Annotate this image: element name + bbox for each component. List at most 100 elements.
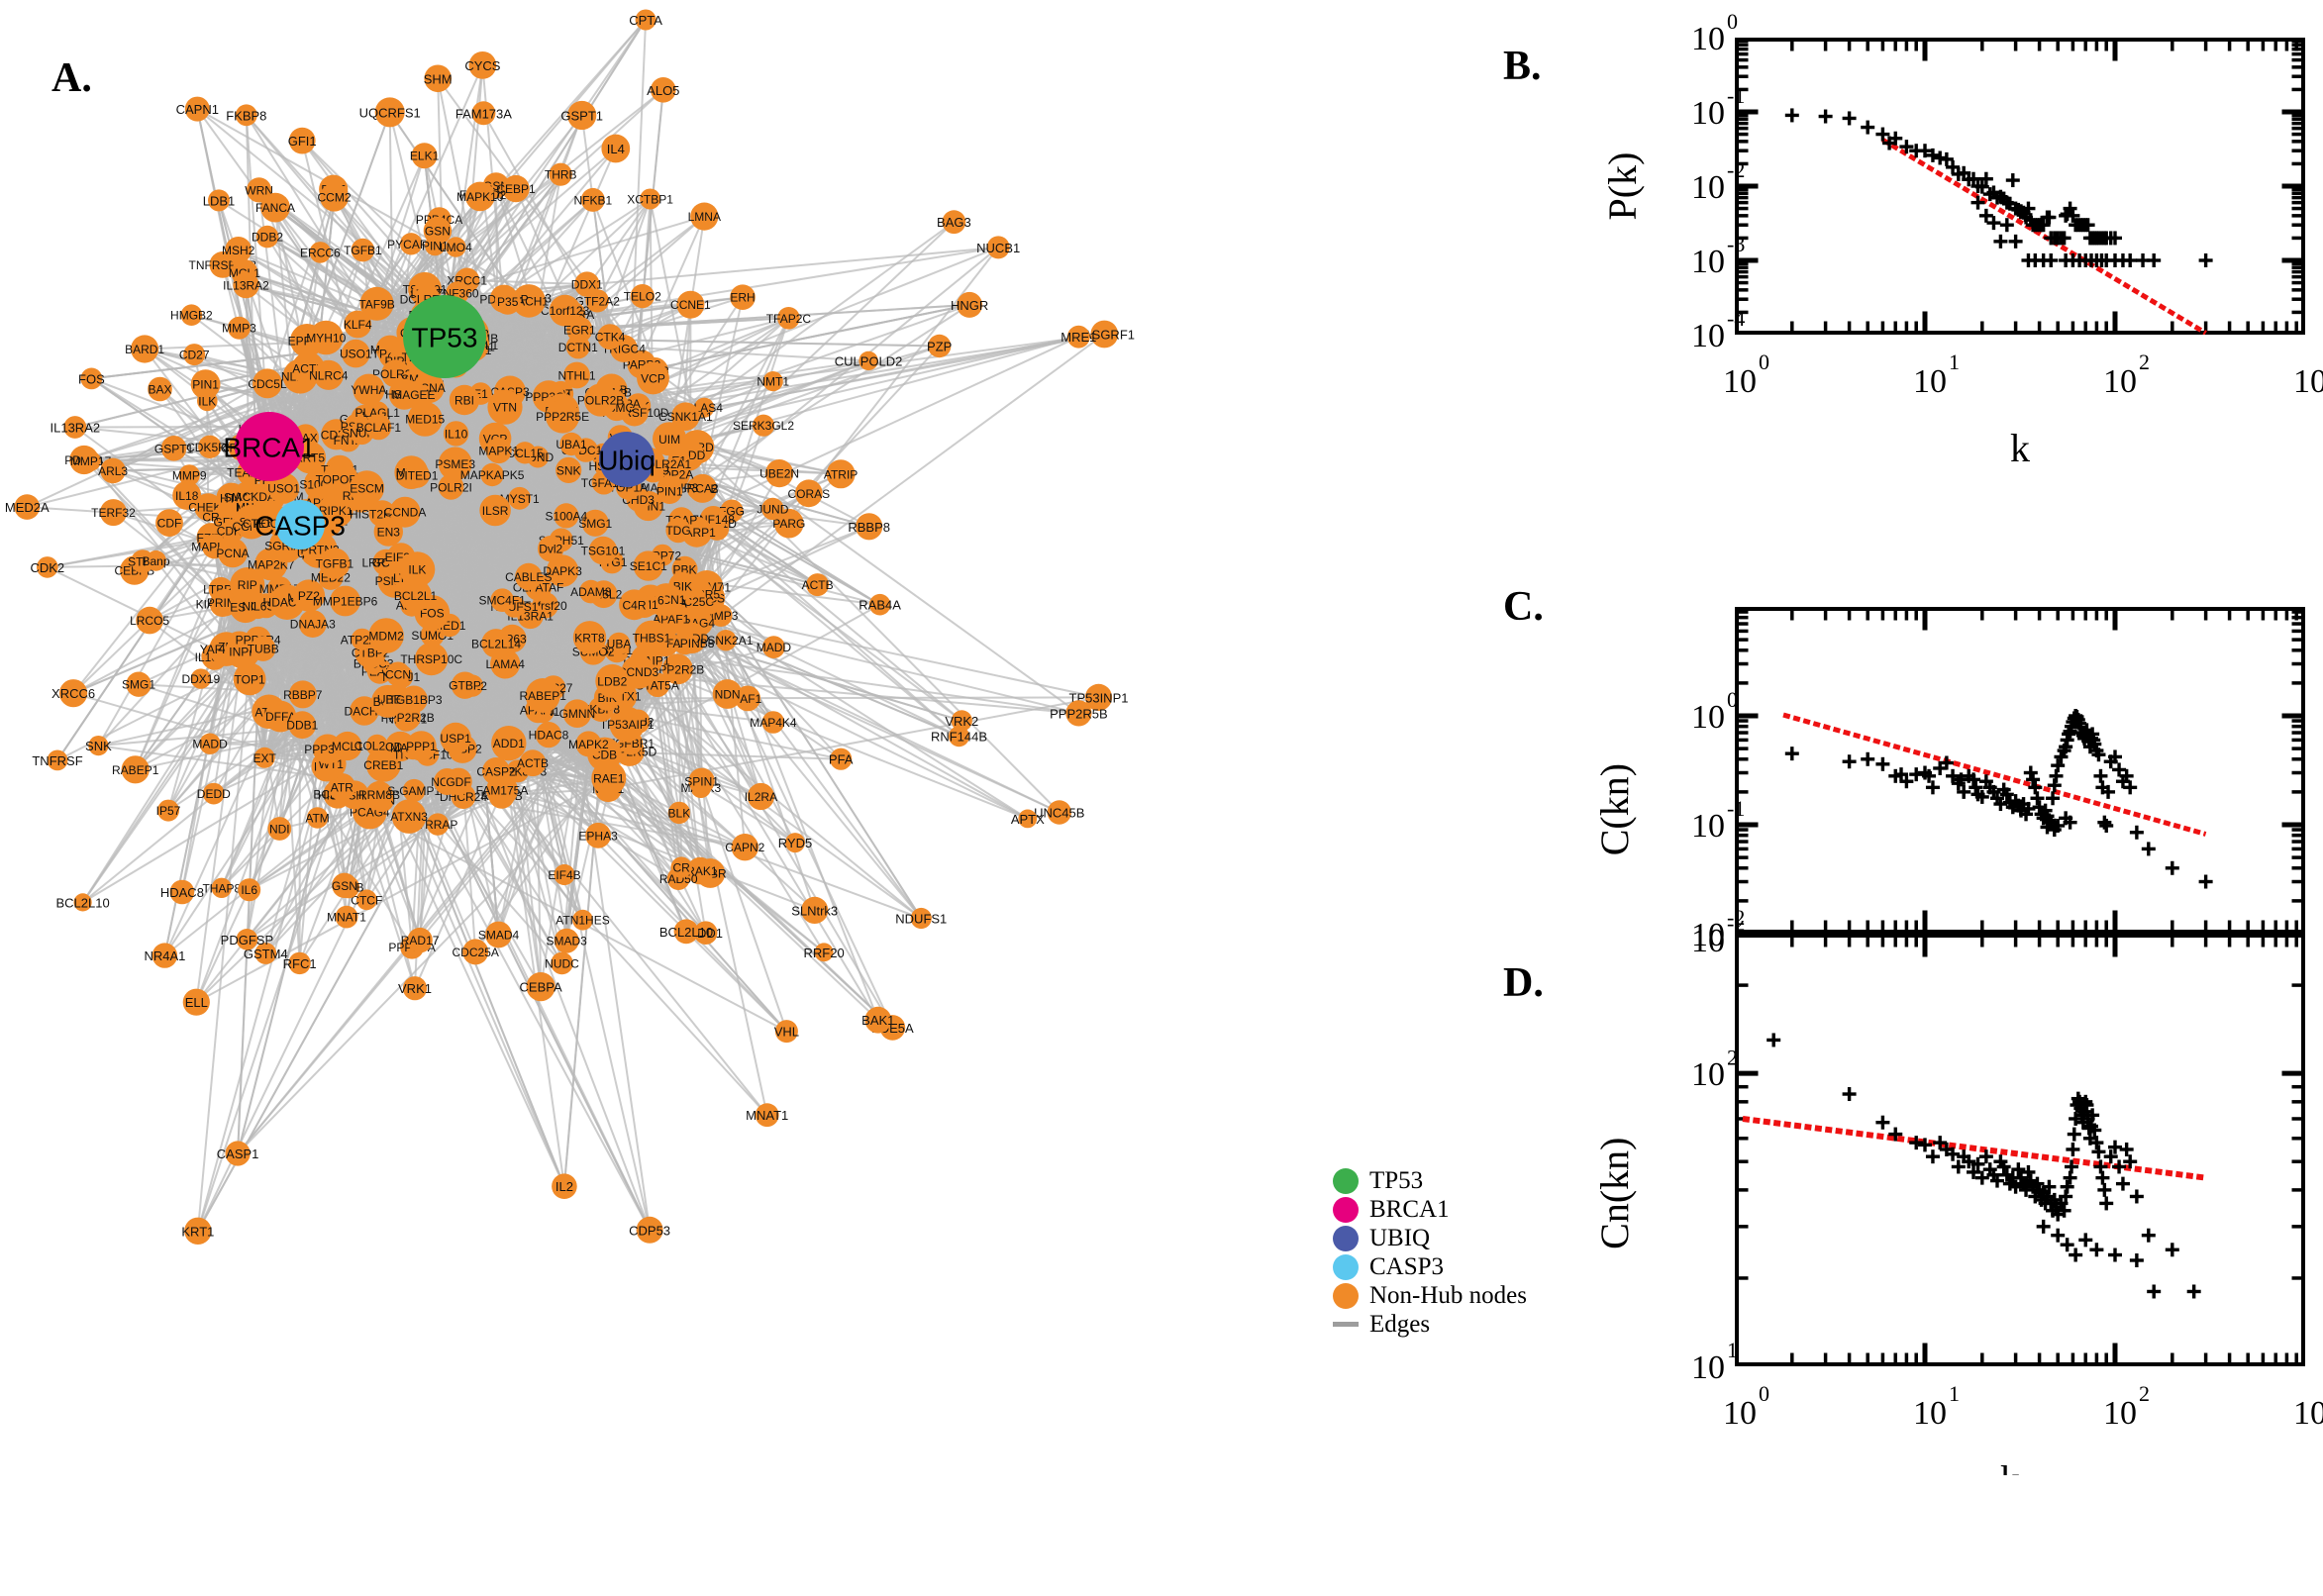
legend-item-casp3: CASP3 xyxy=(1333,1252,1521,1281)
axis-tick-label: 10 -2 xyxy=(1691,157,1745,206)
network-node[interactable]: LDB2 xyxy=(595,663,630,698)
network-node[interactable]: MDM2 xyxy=(368,618,404,653)
network-node[interactable]: SNK xyxy=(85,736,112,756)
network-node[interactable]: GDF xyxy=(445,767,472,796)
network-node[interactable]: KRT8 xyxy=(572,621,607,654)
axis-tick-label: 100 xyxy=(1723,349,1769,400)
network-node[interactable]: XCTBP1 xyxy=(627,188,673,210)
axis-tick-label: 10 -3 xyxy=(1691,232,1745,280)
network-node[interactable]: NDN xyxy=(712,679,743,709)
hub-label: CASP3 xyxy=(254,511,346,542)
hub-node-ubiq[interactable]: Ubiq xyxy=(598,432,656,487)
network-node[interactable]: IL2 xyxy=(552,1173,577,1199)
panel-c-labels: 10 0 10 -1 10 -2 C(kn) xyxy=(1465,574,2323,970)
legend-swatch-1 xyxy=(1333,1196,1359,1223)
axis-tick-label: 10 -1 xyxy=(1691,796,1745,845)
network-node[interactable]: HMGB2 xyxy=(170,304,213,327)
network-node[interactable]: NDI xyxy=(267,817,292,841)
network-node[interactable]: BAX xyxy=(148,376,172,402)
network-node[interactable]: CPTA xyxy=(629,9,662,31)
panel-letter-a: A. xyxy=(51,55,92,101)
network-node[interactable]: TDG xyxy=(665,518,691,544)
network-node[interactable]: BCL2L10 xyxy=(55,893,110,912)
network-node[interactable]: NUCB1 xyxy=(976,236,1020,259)
network-node[interactable]: ADD1 xyxy=(491,726,527,761)
network-node[interactable]: IL6 xyxy=(238,878,261,902)
network-node[interactable]: ILK xyxy=(197,390,218,412)
network-node[interactable]: MNAT1 xyxy=(327,905,366,929)
panel-letter-b: B. xyxy=(1503,44,1542,89)
network-node[interactable]: SMG1 xyxy=(122,671,155,697)
legend-label: Non-Hub nodes xyxy=(1369,1281,1528,1309)
legend-label: BRCA1 xyxy=(1369,1195,1450,1223)
hub-label: Ubiq xyxy=(598,446,656,476)
network-node[interactable]: USP1 xyxy=(440,722,471,754)
network-node[interactable]: IL10 xyxy=(443,421,469,447)
network-node[interactable]: UQCRFS1 xyxy=(359,97,421,128)
axis-tick-label: 10 -4 xyxy=(1691,306,1745,354)
data-points xyxy=(1767,1033,2201,1299)
network-node[interactable]: SHM xyxy=(424,64,453,93)
hub-node-tp53[interactable]: TP53 xyxy=(403,295,486,378)
network-node[interactable]: GSPT1 xyxy=(560,100,603,131)
network-node[interactable]: ILK xyxy=(399,551,436,587)
network-node[interactable]: XRCC6 xyxy=(51,679,95,708)
network-node[interactable]: C4R xyxy=(619,589,650,621)
panel-a-network: RASGRF1 KRT1 TP53INP1 MRE1 UNC45B CDP53 PPP2R5… xyxy=(5,9,1135,1246)
axis-tick-label: 101 xyxy=(1913,349,1960,400)
network-node[interactable]: ERH xyxy=(730,284,756,311)
network-node[interactable]: Dvl2 xyxy=(538,536,564,562)
hub-node-brca1[interactable]: BRCA1 xyxy=(223,412,316,481)
network-node[interactable]: KRT1 xyxy=(181,1217,214,1246)
legend-item-ubiq: UBIQ xyxy=(1333,1224,1521,1252)
axis-tick-label: 100 xyxy=(1723,1381,1769,1432)
legend-item-edges: Edges xyxy=(1333,1310,1521,1339)
network-node[interactable]: TNFRSF xyxy=(32,749,83,771)
y-axis-title: P(k) xyxy=(1600,152,1645,221)
data-points xyxy=(1735,107,2213,267)
legend-item-brca1: BRCA1 xyxy=(1333,1195,1521,1224)
legend-swatch-3 xyxy=(1333,1253,1359,1280)
network-node[interactable]: P35 xyxy=(494,288,521,315)
network-node[interactable]: IL4 xyxy=(601,134,631,163)
legend-label: UBIQ xyxy=(1369,1224,1431,1251)
network-node[interactable]: RBI xyxy=(449,384,480,416)
network-node[interactable]: ILSR xyxy=(479,494,511,527)
panel-d-plot xyxy=(1735,934,2305,1366)
legend-swatch-2 xyxy=(1333,1225,1359,1251)
hub-layer: TP53 BRCA1 Ubiq CASP3 xyxy=(223,295,656,549)
network-node[interactable]: MED2A xyxy=(5,494,50,520)
y-axis-title: Cn(kn) xyxy=(1592,1138,1637,1249)
network-legend: TP53 BRCA1 UBIQ CASP3 Non-Hub nodes Edges xyxy=(1333,1166,1527,1339)
network-node[interactable]: IP57 xyxy=(156,799,181,822)
network-node[interactable]: BLK xyxy=(668,801,691,825)
network-node[interactable]: CR xyxy=(670,856,692,878)
axis-tick-label: 101 xyxy=(1913,1381,1960,1432)
network-node[interactable]: PZ2 xyxy=(292,579,326,612)
network-node[interactable]: MADD xyxy=(757,636,792,658)
network-node[interactable]: CYCS xyxy=(464,51,501,79)
network-node[interactable]: MNAT1 xyxy=(746,1103,788,1128)
network-node[interactable]: VTN xyxy=(487,389,523,425)
axis-tick-label: 10 -2 xyxy=(1691,921,1745,959)
legend-label: CASP3 xyxy=(1369,1252,1445,1280)
network-node[interactable]: SNK xyxy=(556,456,582,483)
x-axis-title: kn xyxy=(2000,1457,2020,1475)
network-node[interactable]: FKBP8 xyxy=(226,104,266,127)
legend-label: Edges xyxy=(1369,1310,1431,1338)
network-node[interactable]: CDF xyxy=(155,509,183,537)
network-node[interactable]: VRK1 xyxy=(398,976,432,1001)
y-axis-title: C(kn) xyxy=(1592,763,1637,855)
hub-node-casp3[interactable]: CASP3 xyxy=(254,500,346,549)
axis-tick-label: 103 xyxy=(2293,363,2323,400)
network-node[interactable]: VCP xyxy=(637,361,669,395)
network-node[interactable]: ESCM xyxy=(350,470,385,506)
network-node[interactable]: ELL xyxy=(182,988,210,1016)
network-node[interactable]: CDP53 xyxy=(629,1216,670,1244)
legend-item-non-hub-nodes: Non-Hub nodes xyxy=(1333,1281,1527,1310)
network-node[interactable]: NR4A1 xyxy=(144,943,185,968)
